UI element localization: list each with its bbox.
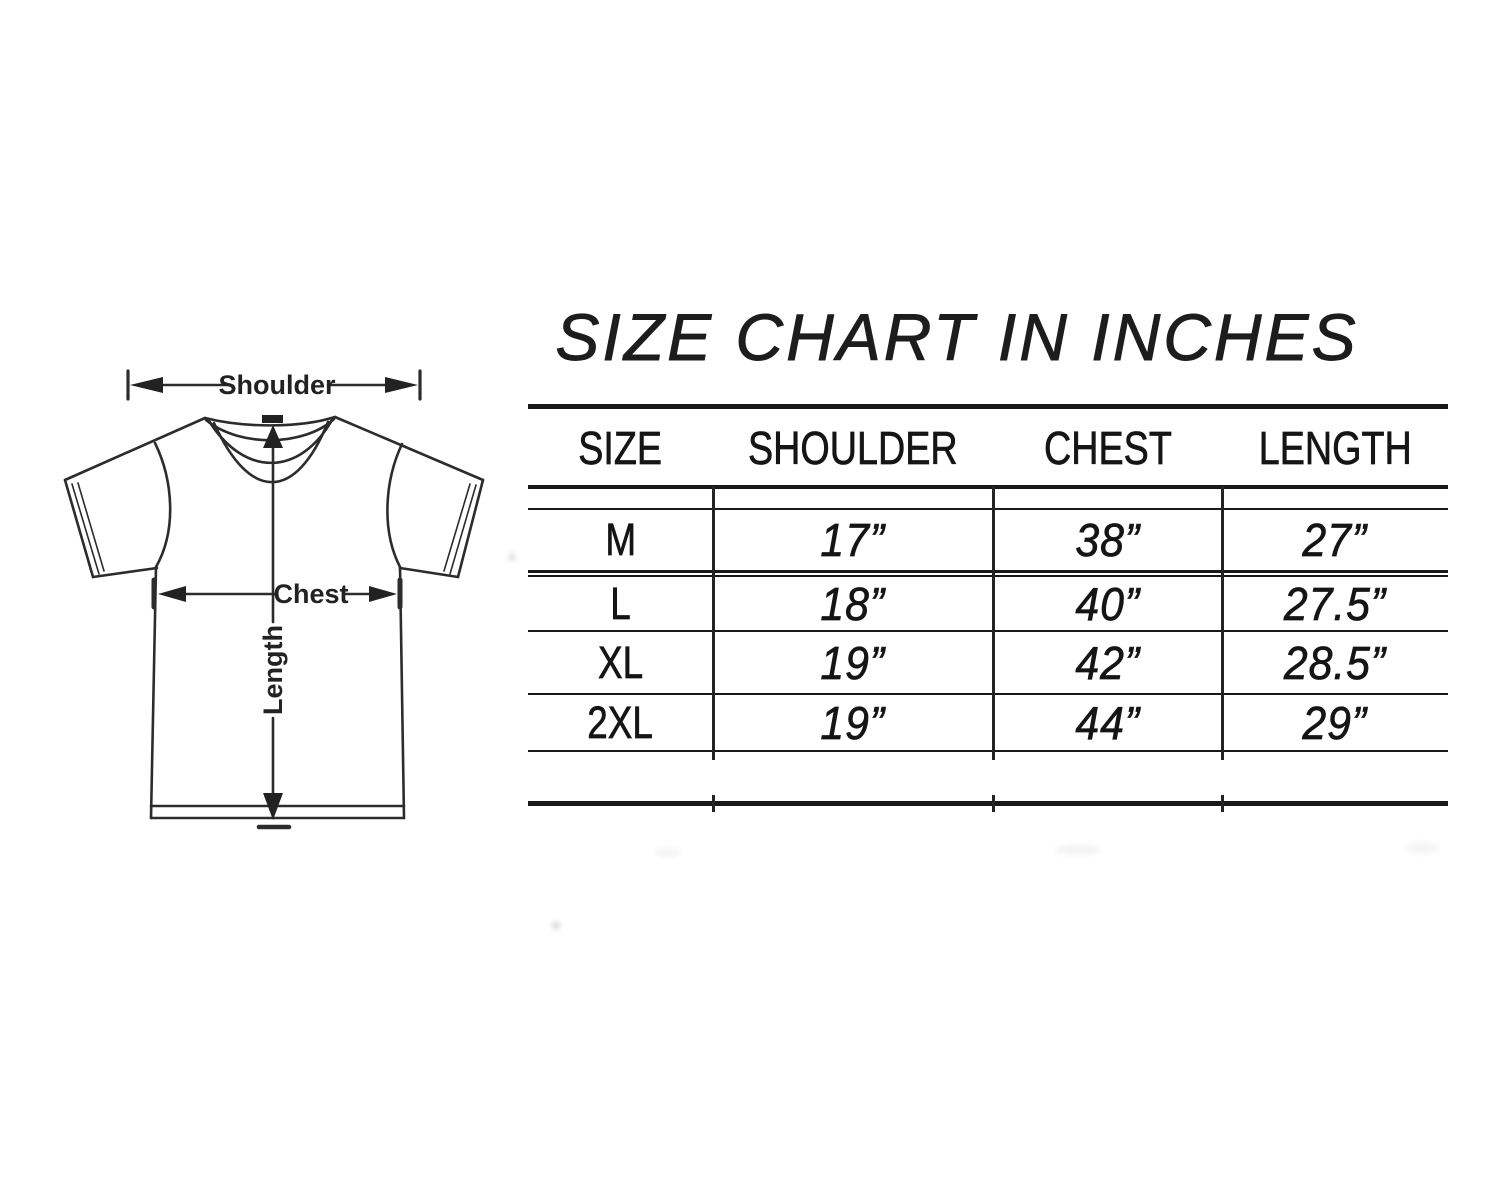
column-header-length: LENGTH — [1258, 421, 1412, 474]
table-column-rule-stub — [1221, 795, 1224, 812]
size-cell: XL — [597, 636, 644, 688]
chest-label: Chest — [273, 579, 348, 609]
table-row: L 18” 40” 27.5” — [528, 577, 1448, 631]
table-column-rule — [1221, 486, 1224, 760]
left-sleeve — [63, 441, 172, 579]
length-label: Length — [258, 625, 288, 715]
table-column-rule — [712, 486, 715, 760]
chest-dimension-arrow — [151, 577, 403, 610]
shoulder-dimension-arrow — [126, 369, 422, 401]
chest-value-cell: 42” — [1075, 636, 1140, 689]
table-row: XL 19” 42” 28.5” — [528, 632, 1448, 693]
table-bottom-rule — [528, 801, 1448, 806]
right-shoulder-seam — [333, 415, 485, 482]
table-rule — [528, 508, 1448, 510]
column-header-size: SIZE — [578, 421, 663, 474]
length-dimension-arrow — [256, 425, 292, 830]
table-top-rule — [528, 404, 1448, 409]
collar — [203, 415, 337, 484]
table-double-rule-a — [528, 570, 1448, 573]
scan-artifact — [655, 848, 681, 857]
table-header-row: SIZE SHOULDER CHEST LENGTH — [528, 410, 1448, 485]
size-cell: 2XL — [587, 696, 654, 748]
length-value-cell: 27.5” — [1283, 578, 1387, 631]
collar-tab — [262, 415, 283, 423]
chest-value-cell: 38” — [1075, 513, 1140, 566]
table-column-rule — [992, 486, 995, 760]
shoulder-value-cell: 19” — [820, 636, 886, 689]
table-column-rule-stub — [992, 795, 995, 812]
column-header-chest: CHEST — [1043, 421, 1172, 474]
table-header-rule — [528, 485, 1448, 489]
shoulder-value-cell: 19” — [820, 696, 886, 749]
shoulder-value-cell: 18” — [820, 578, 886, 631]
right-sleeve — [386, 442, 485, 579]
scan-artifact — [1055, 845, 1101, 855]
chest-value-cell: 44” — [1075, 696, 1140, 749]
table-rule — [528, 630, 1448, 633]
column-header-shoulder: SHOULDER — [748, 421, 958, 474]
length-value-cell: 28.5” — [1283, 636, 1387, 689]
shoulder-value-cell: 17” — [820, 513, 886, 566]
table-row: M 17” 38” 27” — [528, 509, 1448, 570]
shoulder-label: Shoulder — [218, 370, 335, 400]
length-value-cell: 29” — [1302, 696, 1368, 749]
left-shoulder-seam — [63, 416, 207, 482]
size-cell: M — [605, 513, 636, 565]
table-column-rule-stub — [712, 795, 715, 812]
size-cell: L — [610, 578, 631, 630]
chest-value-cell: 40” — [1075, 578, 1140, 631]
scan-artifact — [552, 922, 560, 929]
length-value-cell: 27” — [1302, 513, 1368, 566]
scan-artifact — [509, 554, 515, 560]
scan-artifact — [1405, 843, 1439, 853]
table-row: 2XL 19” 44” 29” — [528, 695, 1448, 750]
table-double-rule-b — [528, 574, 1448, 577]
table-rule — [528, 750, 1448, 753]
page-title: SIZE CHART IN INCHES — [555, 300, 1359, 375]
table-rule — [528, 693, 1448, 696]
